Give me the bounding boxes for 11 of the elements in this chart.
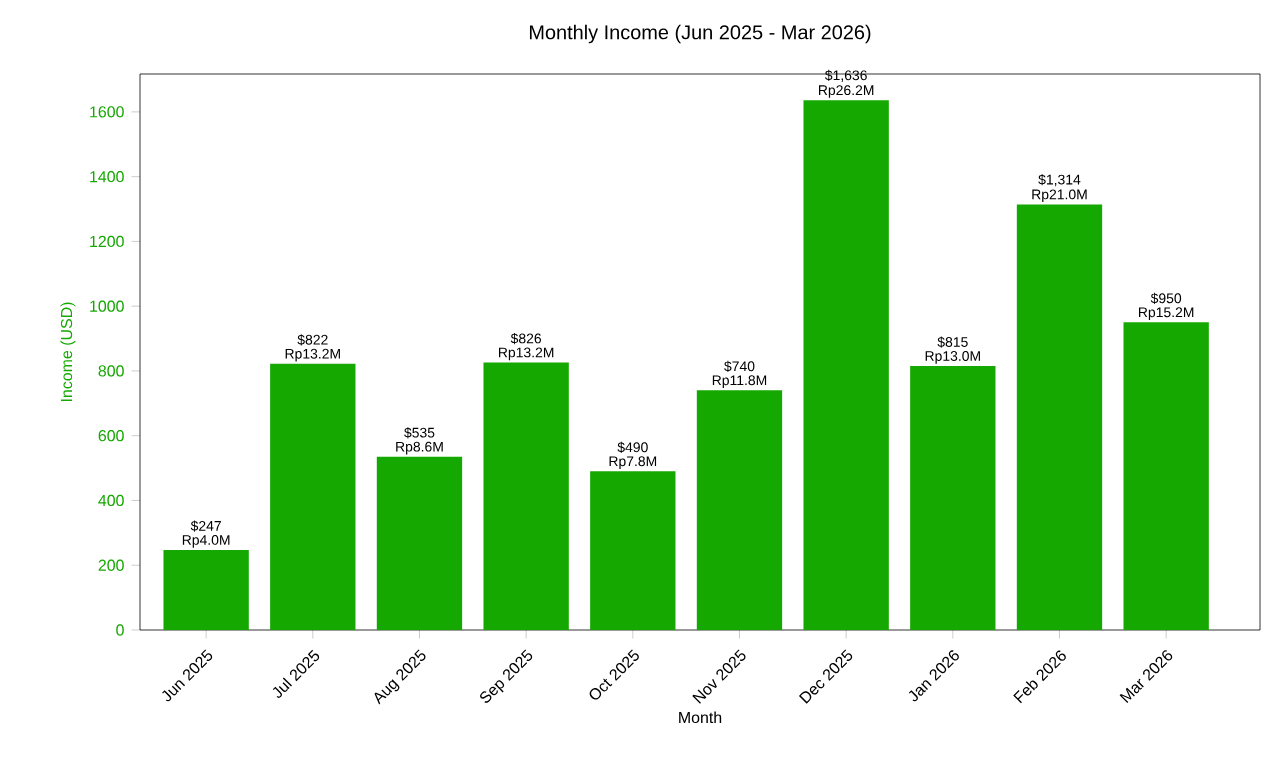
- bar: [590, 471, 676, 630]
- bar: [803, 100, 889, 630]
- bar: [910, 366, 996, 630]
- bar: [1123, 322, 1209, 630]
- bar: [270, 363, 356, 630]
- bar: [163, 550, 249, 630]
- bar: [376, 456, 463, 630]
- bar: [483, 362, 569, 630]
- bar: [1016, 204, 1103, 630]
- bar: [696, 390, 783, 630]
- chart-title: Monthly Income (Jun 2025 - Mar 2026): [529, 24, 871, 44]
